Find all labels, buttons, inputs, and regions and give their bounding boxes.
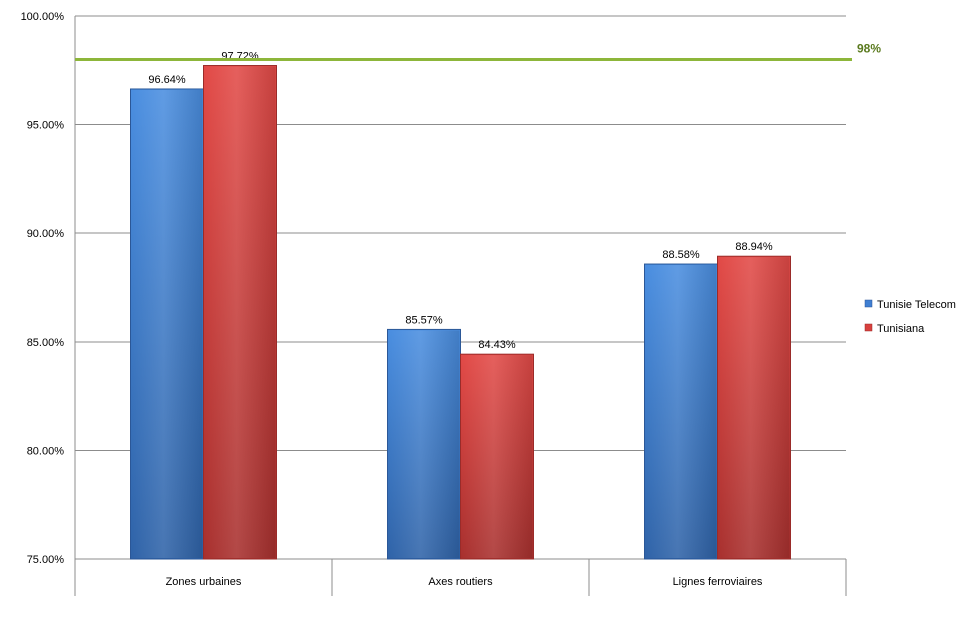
reference-line-label: 98% <box>857 41 881 55</box>
legend-label: Tunisie Telecom <box>877 299 956 311</box>
bar-shine <box>204 66 276 558</box>
x-category-label: Zones urbaines <box>166 576 242 588</box>
bar-shine <box>645 265 717 558</box>
bar-shine <box>461 355 533 558</box>
data-label: 85.57% <box>405 314 443 326</box>
legend-swatch-tunisiana <box>864 323 873 332</box>
data-label: 88.58% <box>662 249 700 261</box>
legend-label: Tunisiana <box>877 323 925 335</box>
data-labels: 96.64%85.57%88.58%97.72%84.43%88.94% <box>148 51 773 352</box>
reference-line-group: 98% <box>75 41 881 61</box>
axes: 75.00% 80.00% 85.00% 90.00% 95.00% 100.00% Zon… <box>21 11 847 596</box>
x-category-label: Axes routiers <box>428 576 493 588</box>
data-label: 96.64% <box>148 74 186 86</box>
legend: Tunisie Telecom Tunisiana <box>864 299 956 335</box>
y-tick-label: 75.00% <box>27 554 65 566</box>
y-tick-label: 100.00% <box>21 11 65 23</box>
x-category-label: Lignes ferroviaires <box>673 576 763 588</box>
y-tick-label: 95.00% <box>27 120 65 132</box>
data-label: 84.43% <box>478 339 516 351</box>
data-label: 88.94% <box>735 241 773 253</box>
bar-shine <box>388 330 460 558</box>
bars <box>130 65 791 560</box>
bar-shine <box>131 89 203 559</box>
bar-shine <box>718 257 790 558</box>
y-tick-label: 80.00% <box>27 445 65 457</box>
y-tick-label: 90.00% <box>27 228 65 240</box>
legend-swatch-tunisie-telecom <box>864 299 873 308</box>
y-tick-label: 85.00% <box>27 337 65 349</box>
